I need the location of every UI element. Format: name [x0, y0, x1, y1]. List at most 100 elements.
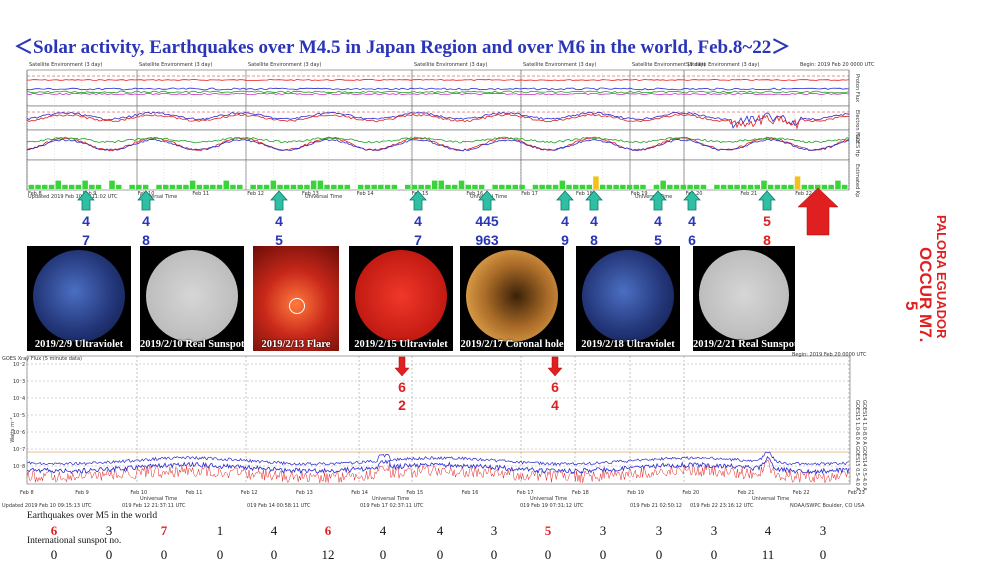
kp-bar	[660, 180, 666, 189]
quake-arrow-top-value: 4	[561, 213, 569, 229]
kp-bar	[163, 184, 169, 189]
quake-arrow-top-value: 4	[275, 213, 283, 229]
xray-day-label: Feb 15	[406, 490, 423, 496]
quake-arrow-bottom-value: 7	[82, 232, 90, 248]
quake-arrow-bottom-value: 8	[763, 232, 771, 248]
goes-hp-red	[26, 136, 850, 152]
kp-bar	[835, 180, 841, 189]
xray-tick-label: 10⁻8	[13, 464, 25, 470]
top-panel-day-label: Feb 13	[302, 191, 319, 197]
xray-begin: Begin: 2019 Feb 20 0000 UTC	[792, 352, 867, 358]
kp-bar	[223, 180, 229, 189]
xray-footer-mid: 019 Feb 17 02:37:11 UTC	[360, 503, 424, 509]
xray-right-label: GOES14 0.5-4.0 A	[861, 446, 867, 491]
kp-bar	[216, 184, 223, 189]
xray-right-label: GOES15 0.5-4.0 A	[854, 446, 860, 491]
kp-bar	[458, 180, 465, 189]
solar-image: 2019/2/13 Flare	[253, 246, 339, 351]
proton-flux-line-blue	[26, 87, 850, 91]
row-value: 4	[270, 523, 278, 538]
kp-bar	[82, 180, 88, 189]
xray-day-label: Feb 17	[517, 490, 534, 496]
quake-arrow-bottom-value: 8	[590, 232, 598, 248]
quake-arrow-bottom-value: 5	[654, 232, 662, 248]
xray-frame	[26, 355, 851, 485]
kp-bar	[310, 180, 317, 189]
solar-image-caption: 2019/2/9 Ultraviolet	[34, 339, 124, 350]
kp-bar	[747, 184, 754, 189]
row-value: 3	[105, 523, 113, 538]
kp-bar	[391, 184, 398, 189]
quake-arrow	[478, 190, 496, 211]
kp-bar	[828, 184, 834, 189]
sun-disc	[355, 250, 447, 342]
kp-bar	[734, 184, 740, 189]
quake-arrow-bottom-value: 6	[688, 232, 696, 248]
kp-bar	[384, 184, 391, 189]
row-value: 0	[599, 547, 607, 562]
xray-day-label: Feb 20	[682, 490, 699, 496]
page-title: ＜Solar activity, Earthquakes over M4.5 i…	[14, 37, 791, 58]
kp-bar	[539, 184, 545, 189]
xray-ylabel: Watts m⁻²	[10, 417, 16, 442]
quake-arrow	[649, 190, 667, 211]
top-panel-day-label: Feb 22	[795, 191, 812, 197]
kp-bar	[344, 184, 350, 189]
quake-arrow	[758, 190, 776, 211]
kp-bar	[694, 184, 700, 189]
kp-bar	[445, 184, 451, 189]
xray-day-label: Feb 12	[241, 490, 258, 496]
top-panel-header: Satellite Environment (3 day)	[632, 62, 706, 68]
kp-bar	[472, 184, 478, 189]
xray-arrow	[394, 356, 410, 377]
kp-bar	[169, 184, 176, 189]
xray-footer-mid: 019 Feb 22 23:16:12 UTC	[690, 503, 754, 509]
top-subpanel-label: Estimated Kp	[854, 164, 860, 197]
kp-bar	[297, 184, 303, 189]
proton-flux-line-green	[26, 90, 850, 94]
row-value: 0	[710, 547, 718, 562]
row-value: 0	[436, 547, 444, 562]
top-subpanel-label: Proton Flux	[854, 74, 860, 102]
quake-arrow-top-value: 4	[82, 213, 90, 229]
row-value: 0	[379, 547, 387, 562]
xray-axis-label: Universal Time	[372, 496, 409, 502]
kp-bar	[478, 184, 485, 189]
sun-disc	[466, 250, 558, 342]
goes-hp-green	[26, 136, 850, 144]
xray-header: GOES Xray Flux (5 minute data)	[2, 356, 82, 362]
xray-day-label: Feb 14	[351, 490, 368, 496]
big-event-arrow	[797, 187, 839, 236]
quake-arrow-top-value: 4	[142, 213, 150, 229]
kp-bar	[189, 180, 196, 189]
kp-bar	[720, 184, 727, 189]
quake-arrow-top-value: 5	[763, 213, 771, 229]
top-subpanel-label: Electron Flux	[854, 110, 860, 143]
kp-bar	[633, 184, 639, 189]
kp-bar	[841, 184, 848, 189]
top-panel-header: Satellite Environment (3 day)	[29, 62, 103, 68]
kp-bar	[667, 184, 673, 189]
quake-arrow-top-value: 4	[414, 213, 422, 229]
kp-bar	[620, 184, 626, 189]
kp-bar	[714, 184, 720, 189]
kp-bar	[277, 184, 283, 189]
row-value: 3	[710, 523, 718, 538]
kp-bar	[129, 184, 135, 189]
row-value: 3	[599, 523, 607, 538]
kp-bar	[626, 184, 633, 189]
kp-bar	[761, 180, 767, 189]
top-panel-day-label: Feb 18	[576, 191, 593, 197]
sun-disc	[33, 250, 125, 342]
kp-bar	[781, 184, 787, 189]
top-subpanel-label: GOES Hp	[854, 134, 860, 157]
kp-bar	[230, 184, 236, 189]
top-panel-header: Satellite Environment (3 day)	[139, 62, 213, 68]
big-event-line1: PALORA EGUADOR	[934, 215, 949, 339]
top-panel-axis-label: Universal Time	[305, 194, 342, 200]
coronagraph-ring	[289, 298, 305, 314]
big-event-line3: 5	[902, 301, 921, 311]
sunspot-count-row: 0 0 0 0 0 12 0 0 0 0 0 0 0 11 0	[0, 547, 1007, 563]
kp-bar	[237, 184, 243, 189]
